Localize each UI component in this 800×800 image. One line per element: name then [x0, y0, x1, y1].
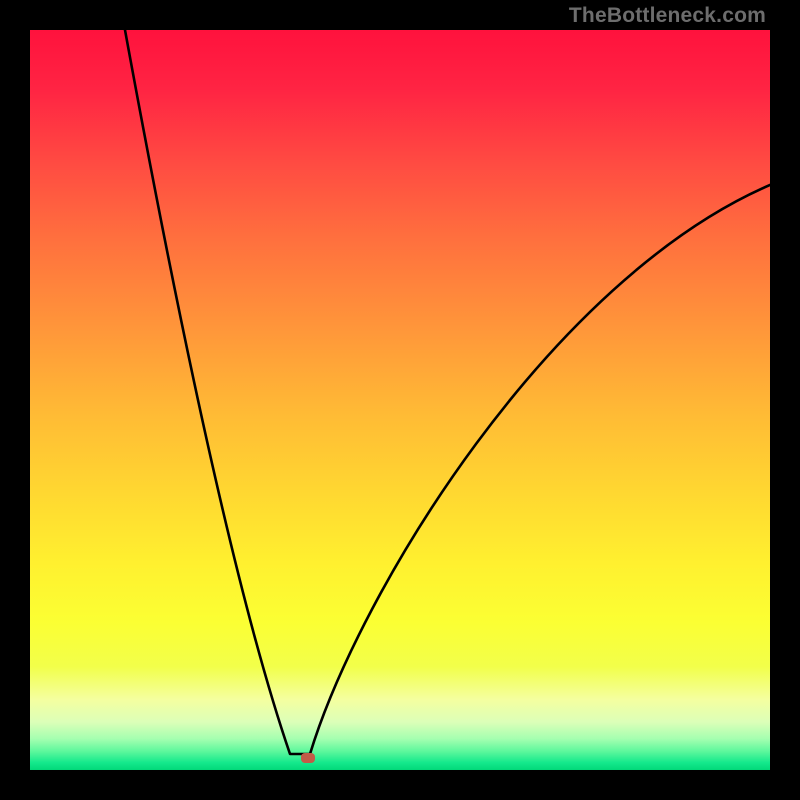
bottleneck-curve	[30, 30, 770, 770]
minimum-marker	[301, 753, 315, 763]
plot-area	[30, 30, 770, 770]
watermark-text: TheBottleneck.com	[569, 4, 766, 28]
chart-frame: TheBottleneck.com	[0, 0, 800, 800]
